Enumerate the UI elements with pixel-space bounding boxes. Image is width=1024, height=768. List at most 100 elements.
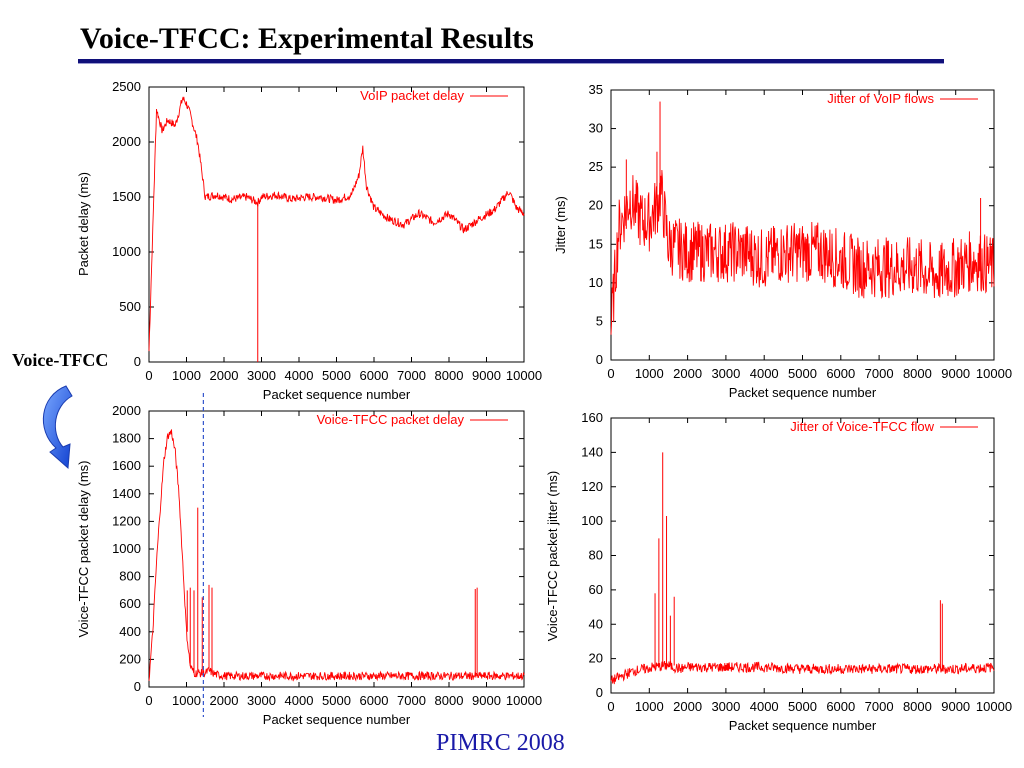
y-tick-label: 200	[119, 651, 141, 666]
y-axis-label: Voice-TFCC packet jitter (ms)	[545, 471, 560, 641]
x-tick-label: 5000	[322, 693, 351, 708]
y-tick-label: 1800	[112, 431, 141, 446]
y-tick-label: 30	[589, 121, 603, 136]
x-tick-label: 7000	[397, 693, 426, 708]
chart-4: 0 1000 2000 3000 4000 5000 6000 7000 8000 9000 100…	[545, 410, 1012, 733]
x-tick-label: 1000	[635, 699, 664, 714]
x-tick-label: 6000	[826, 699, 855, 714]
x-tick-label: 4000	[285, 368, 314, 383]
y-tick-label: 60	[589, 582, 603, 597]
y-tick-label: 5	[596, 313, 603, 328]
series-line	[610, 169, 995, 335]
slide-title: Voice-TFCC: Experimental Results	[80, 22, 534, 55]
x-tick-label: 10000	[976, 366, 1012, 381]
x-tick-label: 9000	[941, 699, 970, 714]
x-tick-label: 0	[145, 368, 152, 383]
series-line	[148, 429, 525, 682]
legend-label: Jitter of VoIP flows	[827, 91, 934, 106]
y-tick-label: 15	[589, 236, 603, 251]
x-axis-label: Packet sequence number	[263, 387, 411, 402]
y-tick-label: 0	[134, 679, 141, 694]
plot-frame	[610, 89, 995, 361]
x-tick-label: 7000	[865, 699, 894, 714]
x-tick-label: 6000	[360, 368, 389, 383]
y-tick-label: 10	[589, 275, 603, 290]
y-tick-label: 1000	[112, 541, 141, 556]
y-tick-label: 500	[119, 299, 141, 314]
title-rule	[78, 59, 944, 63]
y-tick-label: 1400	[112, 486, 141, 501]
x-tick-label: 8000	[903, 699, 932, 714]
x-tick-label: 0	[607, 366, 614, 381]
y-tick-label: 1200	[112, 513, 141, 528]
x-tick-label: 1000	[635, 366, 664, 381]
x-tick-label: 0	[145, 693, 152, 708]
x-tick-label: 9000	[941, 366, 970, 381]
x-tick-label: 10000	[976, 699, 1012, 714]
y-tick-label: 2000	[112, 134, 141, 149]
x-tick-label: 0	[607, 699, 614, 714]
x-tick-label: 1000	[172, 693, 201, 708]
y-tick-label: 80	[589, 548, 603, 563]
x-axis-label: Packet sequence number	[729, 385, 877, 400]
x-tick-label: 7000	[865, 366, 894, 381]
x-axis-label: Packet sequence number	[729, 718, 877, 733]
y-tick-label: 100	[581, 513, 603, 528]
x-tick-label: 4000	[750, 699, 779, 714]
y-tick-label: 600	[119, 596, 141, 611]
x-tick-label: 8000	[435, 368, 464, 383]
x-tick-label: 10000	[506, 368, 542, 383]
y-tick-label: 400	[119, 624, 141, 639]
chart-1: 0 1000 2000 3000 4000 5000 6000 7000 8000 9000 100…	[76, 79, 542, 402]
x-tick-label: 3000	[711, 699, 740, 714]
x-tick-label: 9000	[472, 368, 501, 383]
chart-2: 0 1000 2000 3000 4000 5000 6000 7000 8000 9000 100…	[553, 82, 1012, 400]
x-tick-label: 4000	[750, 366, 779, 381]
x-tick-label: 5000	[788, 366, 817, 381]
y-tick-label: 1500	[112, 189, 141, 204]
x-tick-label: 2000	[673, 699, 702, 714]
x-tick-label: 6000	[360, 693, 389, 708]
y-tick-label: 0	[596, 352, 603, 367]
plot-frame	[610, 417, 995, 694]
x-tick-label: 5000	[788, 699, 817, 714]
x-tick-label: 1000	[172, 368, 201, 383]
y-tick-label: 0	[134, 354, 141, 369]
y-tick-label: 40	[589, 616, 603, 631]
x-tick-label: 8000	[435, 693, 464, 708]
y-tick-label: 25	[589, 159, 603, 174]
y-tick-label: 1000	[112, 244, 141, 259]
x-tick-label: 9000	[472, 693, 501, 708]
y-tick-label: 35	[589, 82, 603, 97]
y-tick-label: 140	[581, 444, 603, 459]
x-tick-label: 2000	[210, 693, 239, 708]
y-tick-label: 800	[119, 569, 141, 584]
y-axis-label: Jitter (ms)	[553, 196, 568, 254]
y-tick-label: 20	[589, 651, 603, 666]
x-axis-label: Packet sequence number	[263, 712, 411, 727]
plot-frame	[148, 410, 525, 688]
x-tick-label: 4000	[285, 693, 314, 708]
y-tick-label: 160	[581, 410, 603, 425]
x-tick-label: 2000	[673, 366, 702, 381]
x-tick-label: 3000	[247, 368, 276, 383]
y-tick-label: 120	[581, 479, 603, 494]
title-rule-shadow	[78, 63, 944, 64]
x-tick-label: 3000	[247, 693, 276, 708]
x-tick-label: 6000	[826, 366, 855, 381]
x-tick-label: 3000	[711, 366, 740, 381]
y-tick-label: 20	[589, 198, 603, 213]
y-axis-label: Packet delay (ms)	[76, 172, 91, 276]
y-tick-label: 2500	[112, 79, 141, 94]
x-tick-label: 2000	[210, 368, 239, 383]
y-tick-label: 2000	[112, 403, 141, 418]
voice-tfcc-side-label: Voice-TFCC	[12, 350, 109, 370]
y-tick-label: 0	[596, 685, 603, 700]
plot-frame	[148, 86, 525, 363]
y-axis-label: Voice-TFCC packet delay (ms)	[76, 461, 91, 638]
series-line	[148, 96, 525, 352]
legend-label: Jitter of Voice-TFCC flow	[790, 419, 934, 434]
x-tick-label: 8000	[903, 366, 932, 381]
x-tick-label: 5000	[322, 368, 351, 383]
